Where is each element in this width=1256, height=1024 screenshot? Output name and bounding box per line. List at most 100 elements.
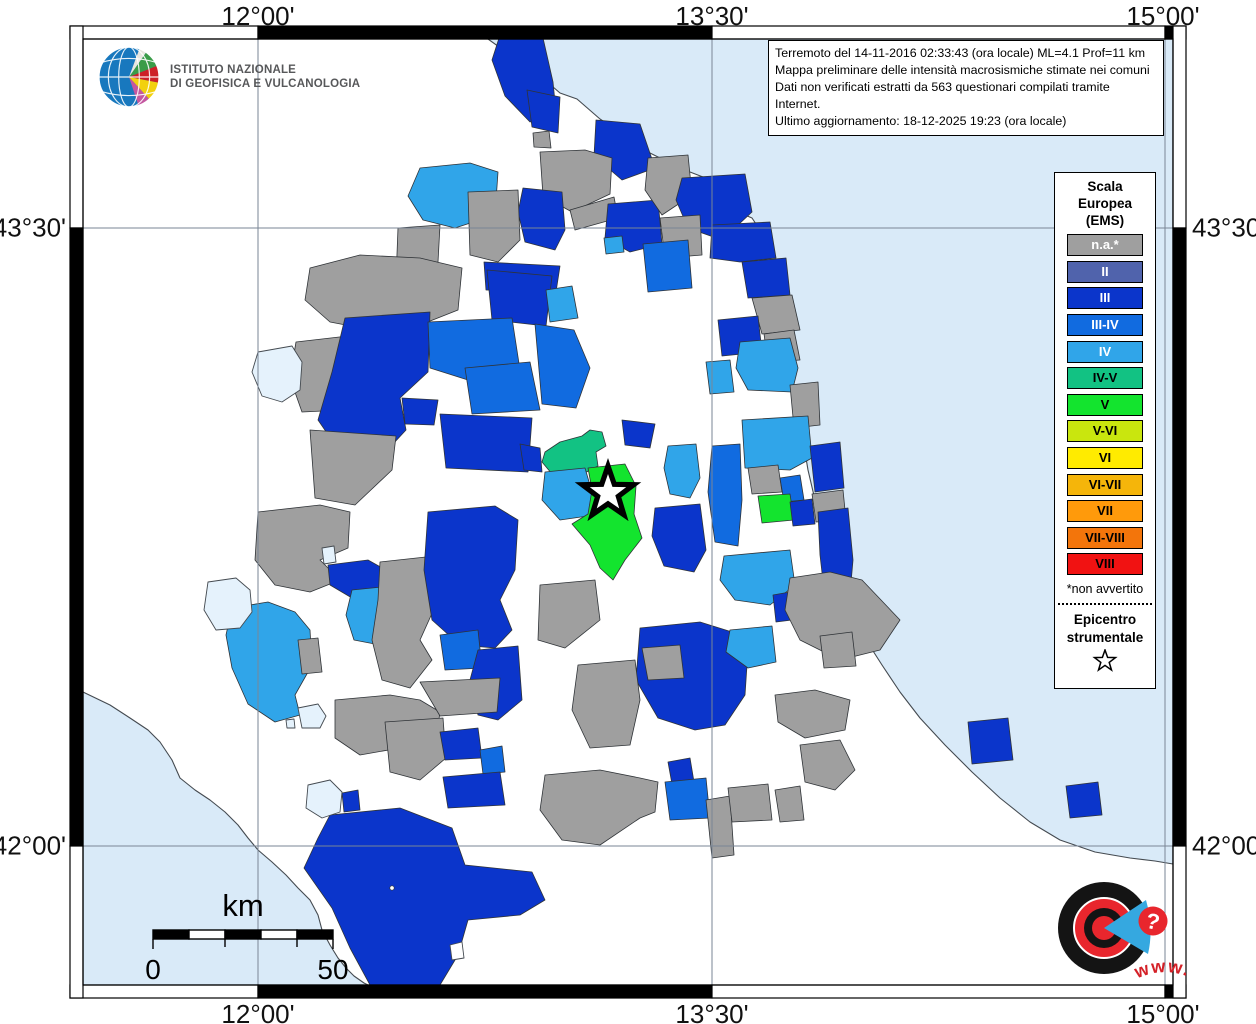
ingv-logo-text: ISTITUTO NAZIONALE DI GEOFISICA E VULCAN… [170,63,361,90]
municipality-III [621,419,656,449]
municipality-III-IV [464,361,541,415]
legend-item-ii: II [1067,260,1143,283]
lake-layer [203,345,465,961]
legend-epicenter-star-icon [1092,648,1118,673]
legend-items: n.a.* II III III-IV IV IV-V V V-VI VI VI-VII VII VI… [1055,234,1155,576]
legend-item-iiiiv: III-IV [1067,314,1143,336]
municipality-IV [603,235,625,255]
municipality-III [486,269,553,327]
municipality-IV [545,285,579,323]
municipality-na [532,130,552,149]
municipality-III [789,498,816,527]
info-line-questionnaires: Dati non verificati estratti da 563 ques… [775,80,1110,112]
intensity-legend: Scala Europea (EMS) n.a.* II III III-IV IV IV… [1054,172,1156,690]
municipality-IV [705,359,735,395]
axis-label-top-1330: 13°30' [675,1,749,31]
municipality-III [517,187,566,251]
municipality-III [809,441,845,493]
municipality-III [401,397,439,426]
axis-label-bottom-12: 12°00' [221,999,295,1024]
municipality-III [967,717,1014,765]
info-line-map-type: Mappa preliminare delle intensità macros… [775,63,1150,78]
municipality-III [651,503,707,573]
legend-item-viii: VIII [1067,553,1143,576]
municipality-na [384,717,447,781]
municipality-na [774,689,851,739]
municipality-na [297,637,323,675]
municipality-IV [225,601,313,723]
municipality-III [341,789,361,813]
haisentito-logo: www.haisentitoilterremoto.it ? [1058,882,1186,1006]
ingv-globe-icon [98,46,160,108]
legend-divider [1058,603,1152,606]
legend-item-na: n.a.* [1067,234,1143,257]
legend-item-ivv: IV-V [1067,367,1143,390]
municipality-III [526,89,561,134]
municipality-III [423,505,519,649]
municipality-na [819,631,857,669]
municipality-na [784,571,901,661]
axis-label-bottom-15: 15°00' [1126,999,1200,1024]
municipality-na [419,677,501,717]
info-line-event: Terremoto del 14-11-2016 02:33:43 (ora l… [775,46,1146,60]
svg-text:?: ? [1144,908,1162,935]
info-line-updated: Ultimo aggiornamento: 18-12-2025 19:23 (… [775,114,1067,129]
municipality-IV [735,337,799,393]
axis-label-right-42: 42°00' [1192,830,1256,861]
legend-item-v: V [1067,393,1143,416]
axis-label-top-12: 12°00' [221,1,295,31]
legend-item-iv: IV [1067,340,1143,363]
municipality-na [774,785,805,823]
question-mark-icon: ? [1138,906,1168,936]
legend-note: *non avvertito [1066,582,1144,597]
municipality-na [571,659,641,749]
map-frame [69,25,1187,999]
municipality-na [467,189,521,263]
sea-polygon [83,691,369,985]
earthquake-info-box: Terremoto del 14-11-2016 02:33:43 (ora l… [768,40,1164,136]
haisentito-bullseye-icon [1058,882,1151,974]
municipality-V [757,493,795,524]
municipality-III [1065,781,1103,819]
municipality-na [304,254,463,331]
municipality-III-IV [534,323,591,409]
municipality-III-IV [479,745,506,775]
legend-item-vivii: VI-VII [1067,473,1143,496]
legend-epicenter-title: Epicentro strumentale [1066,612,1144,645]
axis-label-left-42: 42°00' [0,830,66,861]
axis-label-right-4330: 43°30' [1192,212,1256,243]
axis-label-top-15: 15°00' [1126,1,1200,31]
lake-polygon [285,718,296,729]
municipality-na [727,783,773,823]
legend-item-viiviii: VII-VIII [1067,526,1143,549]
legend-item-vii: VII [1067,500,1143,523]
municipality-na [705,795,735,859]
municipality-IV [663,443,701,499]
municipality-IV [719,549,796,606]
municipality-III [741,257,791,299]
legend-title: Scala Europea (EMS) [1077,179,1132,228]
municipality-III-IV [707,443,743,547]
municipality-III [709,221,777,263]
municipality-IV [725,625,777,669]
legend-item-vvi: V-VI [1067,420,1143,443]
haisentito-cone-icon [1104,900,1151,954]
municipality-III-IV [664,777,711,821]
municipality-IV [741,415,813,471]
municipality-III [519,443,543,473]
municipality-na [747,464,783,495]
lake-polygon [305,779,343,819]
municipality-na [799,739,856,791]
municipality-layer [225,39,1103,985]
lake-polygon [449,941,465,961]
municipality-na [309,429,397,506]
municipality-na [641,644,685,681]
municipality-III [439,413,533,473]
municipality-III [439,727,483,761]
axis-label-left-4330: 43°30' [0,212,66,243]
ingv-logo: ISTITUTO NAZIONALE DI GEOFISICA E VULCAN… [96,44,360,110]
lake-polygon [251,345,303,403]
municipality-III [442,771,506,809]
lake-polygon [203,577,253,631]
